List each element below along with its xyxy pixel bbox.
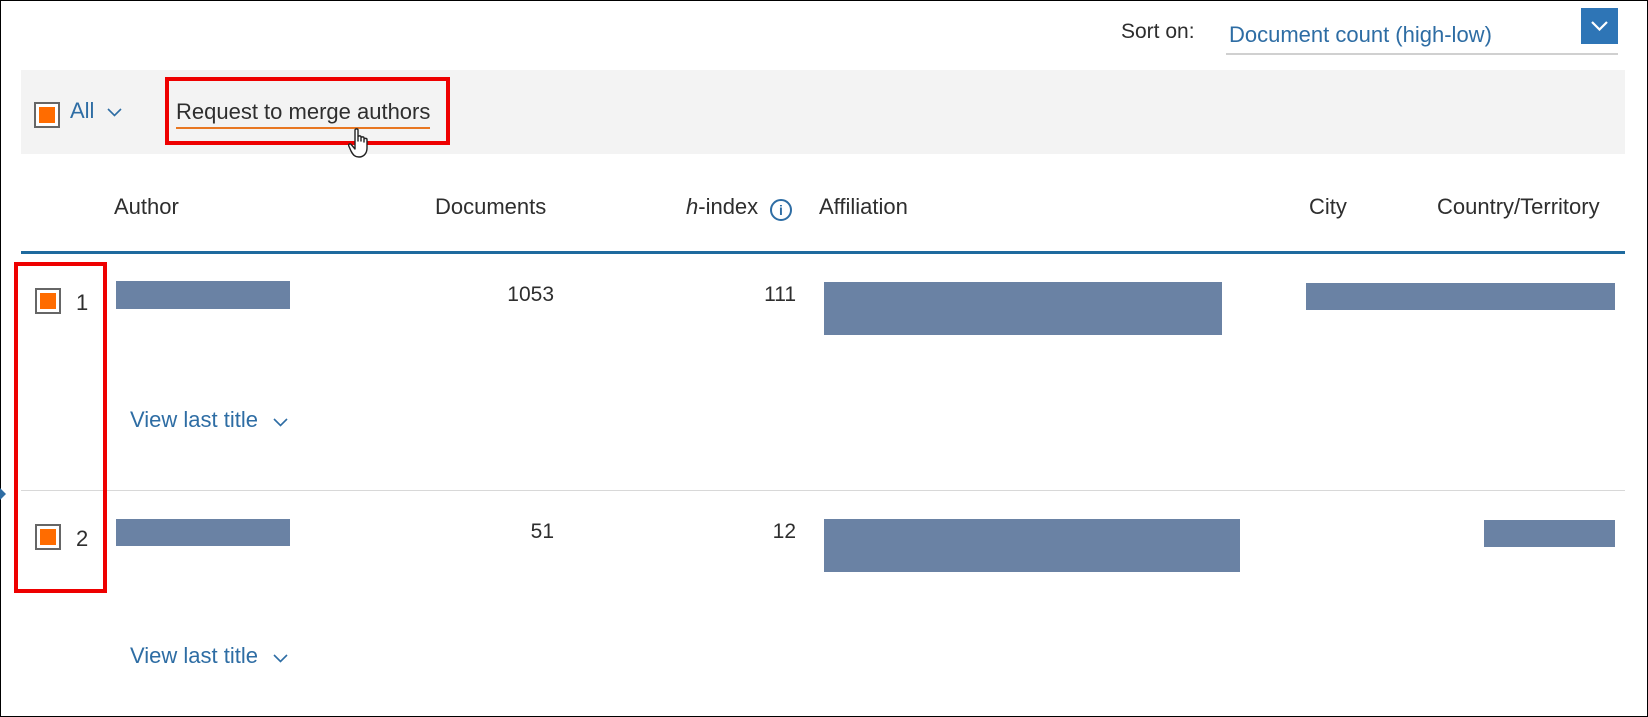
info-icon[interactable]: i: [770, 199, 792, 221]
highlight-box-merge: [165, 77, 450, 145]
row-checkbox[interactable]: [35, 524, 61, 550]
sort-dropdown[interactable]: Document count (high-low): [1226, 19, 1618, 55]
col-header-city[interactable]: City: [1309, 194, 1347, 219]
view-last-title-link[interactable]: View last title: [130, 407, 258, 432]
col-header-h-index[interactable]: h-index: [686, 194, 758, 220]
documents-count[interactable]: 51: [530, 520, 554, 543]
redacted-location: [1484, 520, 1615, 547]
h-index-prefix: h: [686, 194, 699, 219]
header-divider: [21, 251, 1625, 254]
chevron-down-icon: [1591, 21, 1608, 31]
col-header-country[interactable]: Country/Territory: [1437, 194, 1600, 219]
h-index-value: 111: [764, 283, 796, 306]
redacted-author-name[interactable]: [116, 519, 290, 546]
col-header-documents[interactable]: Documents: [435, 194, 547, 219]
chevron-down-icon[interactable]: [107, 108, 122, 117]
highlight-box-selected-rows: [14, 262, 107, 593]
documents-count[interactable]: 1053: [507, 283, 554, 306]
redacted-location: [1306, 283, 1615, 310]
request-merge-authors-link[interactable]: Request to merge authors: [176, 99, 431, 129]
view-last-title-link[interactable]: View last title: [130, 643, 258, 668]
row-number: 2: [76, 526, 89, 551]
row-divider: [21, 490, 1625, 491]
redacted-affiliation: [824, 282, 1222, 335]
select-all-checkbox[interactable]: [34, 102, 60, 128]
results-toolbar: All Request to merge authors: [21, 70, 1625, 154]
sort-label: Sort on:: [1121, 20, 1195, 43]
chevron-down-icon[interactable]: [273, 654, 288, 663]
hand-cursor-icon: [348, 128, 368, 158]
row-checkbox[interactable]: [35, 288, 61, 314]
h-index-value: 12: [772, 520, 796, 543]
chevron-down-icon[interactable]: [273, 418, 288, 427]
sort-dropdown-button[interactable]: [1581, 8, 1618, 44]
scroll-marker: [0, 488, 6, 500]
h-index-suffix: -index: [698, 194, 759, 219]
redacted-affiliation: [824, 519, 1240, 572]
redacted-author-name[interactable]: [116, 281, 290, 309]
select-all-label[interactable]: All: [70, 98, 95, 123]
sort-value: Document count (high-low): [1229, 22, 1492, 47]
col-header-author[interactable]: Author: [114, 194, 179, 219]
row-number: 1: [76, 290, 89, 315]
col-header-affiliation[interactable]: Affiliation: [819, 194, 908, 219]
